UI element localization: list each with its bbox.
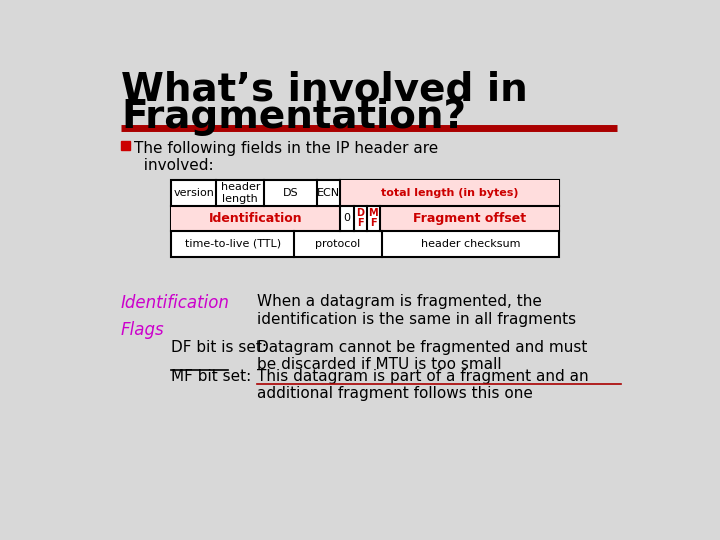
Text: When a datagram is fragmented, the
identification is the same in all fragments: When a datagram is fragmented, the ident… xyxy=(256,294,576,327)
Bar xyxy=(380,206,559,231)
Bar xyxy=(341,180,559,206)
Text: protocol: protocol xyxy=(315,239,361,249)
Text: header checksum: header checksum xyxy=(420,239,521,249)
Text: This datagram is part of a fragment and an
additional fragment follows this one: This datagram is part of a fragment and … xyxy=(256,369,588,401)
Text: Fragmentation?: Fragmentation? xyxy=(121,98,466,136)
Text: The following fields in the IP header are
  involved:: The following fields in the IP header ar… xyxy=(134,141,438,173)
Text: Identification: Identification xyxy=(209,212,302,225)
Text: Datagram cannot be fragmented and must
be discarded if MTU is too small: Datagram cannot be fragmented and must b… xyxy=(256,340,587,372)
Text: ECN: ECN xyxy=(317,188,341,198)
Text: Identification: Identification xyxy=(121,294,230,312)
Bar xyxy=(171,180,559,256)
Text: D
F: D F xyxy=(356,208,364,228)
Text: version: version xyxy=(174,188,215,198)
Text: MF bit set:: MF bit set: xyxy=(171,369,251,384)
Bar xyxy=(171,206,341,231)
Text: DS: DS xyxy=(283,188,299,198)
Text: 0: 0 xyxy=(343,213,351,224)
Text: Fragment offset: Fragment offset xyxy=(413,212,526,225)
Text: Flags: Flags xyxy=(121,321,165,339)
Text: M
F: M F xyxy=(369,208,378,228)
Text: What’s involved in: What’s involved in xyxy=(121,71,528,109)
Text: DF bit is set:: DF bit is set: xyxy=(171,340,267,355)
Text: total length (in bytes): total length (in bytes) xyxy=(381,188,518,198)
Bar xyxy=(121,141,130,150)
Text: time-to-live (TTL): time-to-live (TTL) xyxy=(184,239,281,249)
Text: header
length: header length xyxy=(220,182,260,204)
